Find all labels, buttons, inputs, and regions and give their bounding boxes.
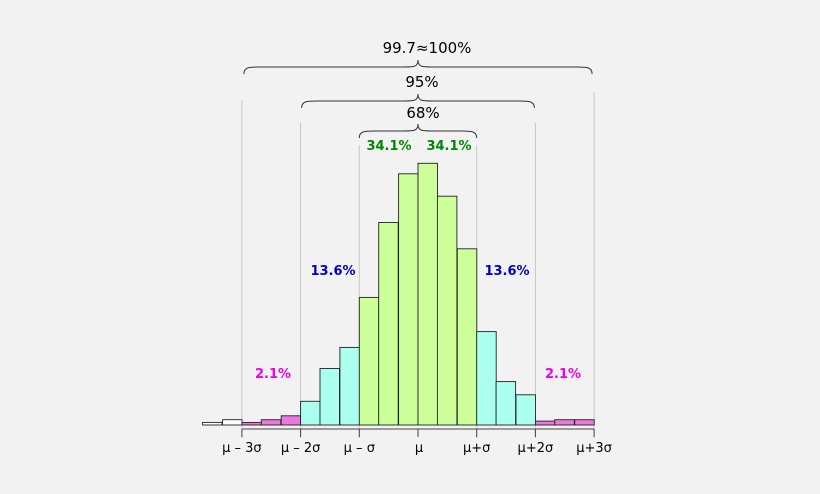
brace-label-68: 68% — [406, 104, 439, 122]
x-tick-label: μ+3σ — [576, 441, 612, 456]
x-tick-label: μ – 3σ — [222, 441, 262, 456]
x-tick-label: μ – σ — [344, 441, 375, 456]
histogram-bar — [495, 381, 517, 426]
histogram-bar — [358, 296, 380, 426]
x-tick-label: μ — [415, 441, 423, 456]
histogram-bar — [398, 173, 419, 426]
x-tick-label: μ – 2σ — [281, 441, 321, 456]
histogram-bar — [222, 419, 243, 426]
pct-label-2sigma-right: 13.6% — [484, 264, 529, 279]
brace-label-99-7: 99.7≈100% — [383, 39, 472, 57]
histogram-bar — [436, 195, 458, 426]
histogram-bar — [300, 400, 321, 426]
pct-label-2sigma-left: 13.6% — [310, 264, 355, 279]
brace-label-95: 95% — [405, 73, 438, 91]
range-brace — [243, 59, 593, 75]
pct-label-3sigma-right: 2.1% — [545, 367, 581, 382]
x-axis-tick-labels: μ – 3σ μ – 2σ μ – σ μ μ+σ μ+2σ μ+3σ — [222, 441, 612, 456]
histogram-bar — [260, 419, 282, 426]
range-brace — [358, 123, 478, 139]
histogram-bar — [378, 222, 399, 426]
histogram-bar — [417, 162, 438, 426]
histogram-bar — [476, 331, 497, 426]
histogram-bar — [202, 421, 223, 426]
histogram-bar — [280, 415, 302, 426]
histogram-bar — [534, 420, 556, 426]
histogram-bar — [554, 419, 575, 426]
range-braces — [243, 59, 593, 139]
histogram-bar — [339, 346, 360, 426]
range-brace — [301, 93, 535, 109]
x-tick-label: μ+σ — [463, 441, 490, 456]
histogram-bar — [515, 394, 536, 426]
histogram-bar — [574, 419, 595, 426]
x-axis-ticks — [241, 429, 595, 437]
pct-label-1sigma-left: 34.1% — [366, 139, 411, 154]
x-tick-label: μ+2σ — [518, 441, 554, 456]
histogram-bar — [319, 368, 340, 426]
histogram-bar — [241, 421, 262, 426]
histogram-bar — [456, 248, 478, 426]
histogram-bars — [202, 162, 595, 426]
pct-label-3sigma-left: 2.1% — [255, 367, 291, 382]
pct-label-1sigma-right: 34.1% — [426, 139, 471, 154]
